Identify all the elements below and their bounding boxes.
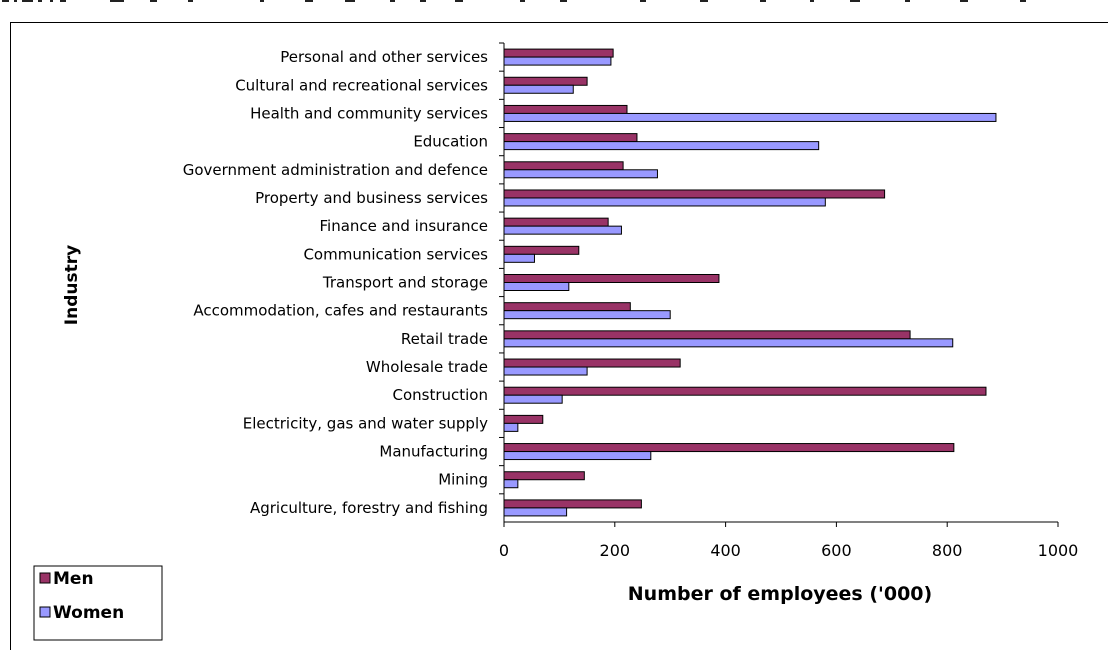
bar-men	[503, 471, 585, 481]
bar-women	[503, 169, 658, 179]
bar-men	[503, 189, 886, 199]
bar-women	[503, 366, 588, 376]
bar-women	[503, 507, 568, 517]
y-axis	[499, 42, 505, 522]
x-tick-label: 1000	[1038, 541, 1079, 560]
bar-men	[503, 48, 614, 58]
bar-women	[503, 56, 612, 66]
x-tick-label: 800	[932, 541, 963, 560]
y-axis-title: Industry	[62, 245, 82, 325]
category-label: Retail trade	[401, 330, 488, 348]
bar-men	[503, 443, 955, 453]
x-axis: 0 200 400 600 800 1000	[499, 521, 1079, 560]
category-label: Transport and storage	[322, 274, 488, 292]
category-label: Electricity, gas and water supply	[243, 414, 488, 432]
category-labels-group: Agriculture, forestry and fishing Mining M…	[183, 48, 488, 517]
bar-women	[503, 197, 826, 207]
legend-swatch-men	[39, 572, 51, 584]
bar-men	[503, 302, 631, 312]
bar-men	[503, 161, 624, 171]
category-label: Government administration and defence	[183, 161, 488, 179]
bar-women	[503, 225, 622, 235]
bar-women	[503, 282, 570, 291]
category-label: Property and business services	[255, 189, 488, 207]
category-label: Health and community services	[250, 104, 488, 122]
x-tick-label: 600	[821, 541, 852, 560]
bar-women	[503, 422, 519, 432]
legend-swatch-women	[39, 606, 51, 618]
category-label: Mining	[438, 471, 488, 489]
cropped-caption-glyphs	[2, 0, 1026, 2]
bar-men	[503, 104, 628, 114]
bar-men	[503, 245, 580, 255]
bar-men	[503, 358, 681, 368]
category-label: Agriculture, forestry and fishing	[250, 499, 488, 517]
category-label: Finance and insurance	[320, 217, 488, 235]
chart-frame	[10, 22, 1108, 650]
bar-women	[503, 84, 574, 94]
bar-women	[503, 479, 519, 489]
bar-men	[503, 274, 720, 283]
bar-men	[503, 499, 642, 509]
legend: Men Women	[33, 565, 163, 641]
category-label: Cultural and recreational services	[235, 76, 488, 94]
category-label: Accommodation, cafes and restaurants	[193, 302, 488, 320]
category-label: Education	[413, 133, 488, 151]
category-label: Personal and other services	[280, 48, 488, 66]
x-tick-label: 0	[499, 541, 509, 560]
x-axis-title: Number of employees ('000)	[628, 583, 932, 605]
bar-women	[503, 451, 652, 461]
bar-men	[503, 386, 987, 396]
bar-women	[503, 112, 997, 122]
bar-men	[503, 133, 638, 143]
legend-box	[33, 565, 163, 641]
bar-men	[503, 217, 609, 227]
cropped-caption-strip	[0, 0, 1108, 18]
bar-women	[503, 141, 820, 151]
category-label: Wholesale trade	[366, 358, 488, 376]
category-label: Manufacturing	[379, 443, 488, 461]
legend-label-women: Women	[53, 603, 124, 623]
bar-women	[503, 310, 671, 320]
bar-men	[503, 76, 588, 86]
bars-group	[503, 48, 997, 517]
bar-women	[503, 394, 563, 404]
bar-men	[503, 414, 544, 424]
category-label: Construction	[392, 386, 488, 404]
bar-men	[503, 330, 911, 340]
category-label: Communication services	[303, 245, 488, 263]
legend-label-men: Men	[53, 569, 94, 589]
x-tick-label: 200	[600, 541, 631, 560]
bar-women	[503, 338, 954, 348]
bar-women	[503, 253, 535, 263]
x-tick-label: 400	[710, 541, 741, 560]
